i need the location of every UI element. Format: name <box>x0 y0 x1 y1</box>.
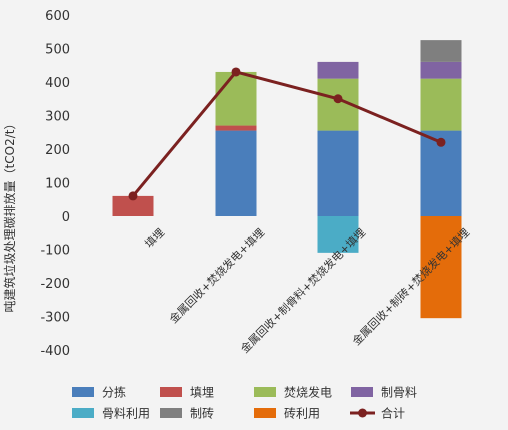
y-tick-label: 400 <box>45 76 70 91</box>
bar-segment <box>215 125 257 131</box>
bar-segment <box>317 130 359 216</box>
legend-swatch-marker <box>358 408 367 418</box>
legend-label: 制骨料 <box>381 386 417 400</box>
y-tick-label: 0 <box>62 210 70 225</box>
total-point <box>333 94 343 104</box>
y-tick-label: -100 <box>40 244 70 259</box>
bar-segment <box>215 71 257 126</box>
bar-segment <box>112 195 154 216</box>
y-axis-label: 吨建筑垃圾处理碳排放量（tCO2/t） <box>2 118 17 313</box>
legend-swatch <box>254 408 276 418</box>
legend-swatch <box>254 387 276 397</box>
total-point <box>436 137 446 147</box>
y-tick-label: 600 <box>45 9 70 24</box>
bar-segment <box>420 61 462 79</box>
y-tick-label: -300 <box>40 311 70 326</box>
bar-segment <box>317 61 359 79</box>
total-point <box>231 67 241 77</box>
bar-segment <box>420 78 462 131</box>
y-axis-label-group: 吨建筑垃圾处理碳排放量（tCO2/t） <box>2 118 17 313</box>
y-tick-label: -200 <box>40 277 70 292</box>
legend-label: 砖利用 <box>284 406 320 421</box>
legend-swatch <box>160 408 182 418</box>
legend-label: 填埋 <box>190 386 214 400</box>
legend-swatch <box>72 387 94 397</box>
legend-label: 合计 <box>381 406 405 421</box>
legend-label: 焚烧发电 <box>284 385 332 400</box>
legend-swatch <box>351 387 373 397</box>
y-tick-label: 100 <box>45 177 70 192</box>
legend-swatch <box>160 387 182 397</box>
total-line-group <box>128 67 446 201</box>
legend-label: 分拣 <box>102 385 126 400</box>
bar-segment <box>215 130 257 216</box>
legend-label: 制砖 <box>190 406 214 421</box>
bars <box>112 40 462 319</box>
bar-segment <box>420 216 462 319</box>
total-point <box>128 191 138 201</box>
category-label: 填埋 <box>142 225 167 250</box>
legend-label: 骨料利用 <box>102 407 150 421</box>
y-axis-ticks: -400 -300 -200 -100 0 100 200 300 400 500 600 <box>40 9 70 359</box>
y-tick-label: -400 <box>40 344 70 359</box>
y-tick-label: 200 <box>45 143 70 158</box>
y-tick-label: 300 <box>45 110 70 125</box>
category-label: 金属回收+焚烧发电+填埋 <box>166 225 267 326</box>
bar-segment <box>317 216 359 253</box>
bar-segment <box>420 40 462 62</box>
legend-swatch <box>72 408 94 418</box>
total-line <box>131 70 442 197</box>
y-tick-label: 500 <box>45 43 70 58</box>
